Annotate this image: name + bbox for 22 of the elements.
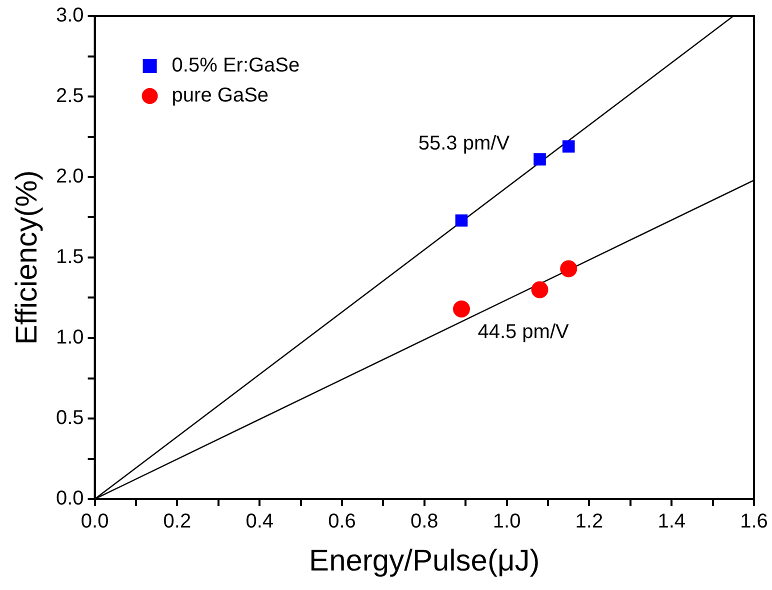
x-tick-label: 1.6 [740, 510, 768, 533]
y-axis-title: Efficiency(%) [10, 170, 44, 345]
x-axis-title: Energy/Pulse(μJ) [309, 544, 540, 578]
x-tick-label: 0.8 [410, 510, 438, 533]
y-tick-label: 1.0 [56, 326, 84, 349]
x-tick-label: 1.4 [658, 510, 686, 533]
x-tick-label: 0.2 [163, 510, 192, 533]
x-tick-label: 0.0 [80, 510, 109, 533]
legend-label: 0.5% Er:GaSe [172, 54, 300, 77]
y-tick-label: 3.0 [56, 4, 84, 27]
y-tick-label: 2.5 [56, 85, 84, 108]
x-tick-label: 0.6 [328, 510, 356, 533]
y-tick-label: 0.0 [56, 488, 84, 510]
y-tick-label: 0.5 [56, 407, 84, 430]
y-tick-label: 2.0 [56, 166, 84, 188]
annotation: 55.3 pm/V [418, 132, 510, 155]
x-tick-label: 0.4 [246, 510, 274, 533]
annotation: 44.5 pm/V [478, 320, 570, 343]
legend-label: pure GaSe [172, 84, 269, 107]
x-tick-label: 1.2 [575, 510, 604, 533]
y-tick-label: 1.5 [56, 246, 84, 268]
x-tick-label: 1.0 [492, 510, 521, 533]
